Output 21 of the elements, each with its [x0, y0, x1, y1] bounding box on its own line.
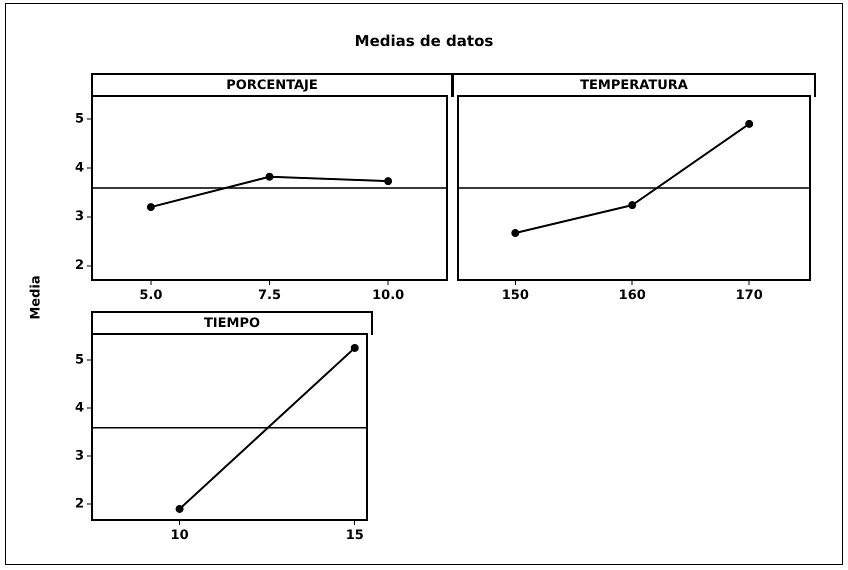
x-tick-label: 10: [170, 528, 189, 544]
y-tick-label: 4: [74, 400, 84, 416]
x-tick-label: 10.0: [372, 288, 404, 304]
x-tick-label: 5.0: [139, 288, 162, 304]
y-axis-title: Media: [28, 275, 44, 320]
x-tick-label: 160: [618, 288, 646, 304]
y-tick-label: 5: [74, 352, 84, 368]
y-tick-label: 2: [74, 496, 84, 512]
x-tick-label: 170: [736, 288, 763, 304]
chart-title: Medias de datos: [354, 32, 494, 50]
x-tick-label: 15: [346, 528, 364, 544]
chart-subtitle: PORCENTAJE: [91, 73, 453, 97]
x-tick-label: 7.5: [258, 288, 282, 304]
chart-subtitle: TEMPERATURA: [452, 73, 816, 97]
y-tick-label: 3: [74, 448, 84, 464]
y-tick-label: 5: [74, 111, 84, 126]
y-tick-label: 2: [74, 258, 84, 274]
y-tick-label: 4: [74, 160, 84, 176]
chart-subtitle: TIEMPO: [91, 311, 373, 335]
x-tick-label: 150: [502, 288, 529, 304]
y-tick-label: 3: [74, 209, 84, 224]
